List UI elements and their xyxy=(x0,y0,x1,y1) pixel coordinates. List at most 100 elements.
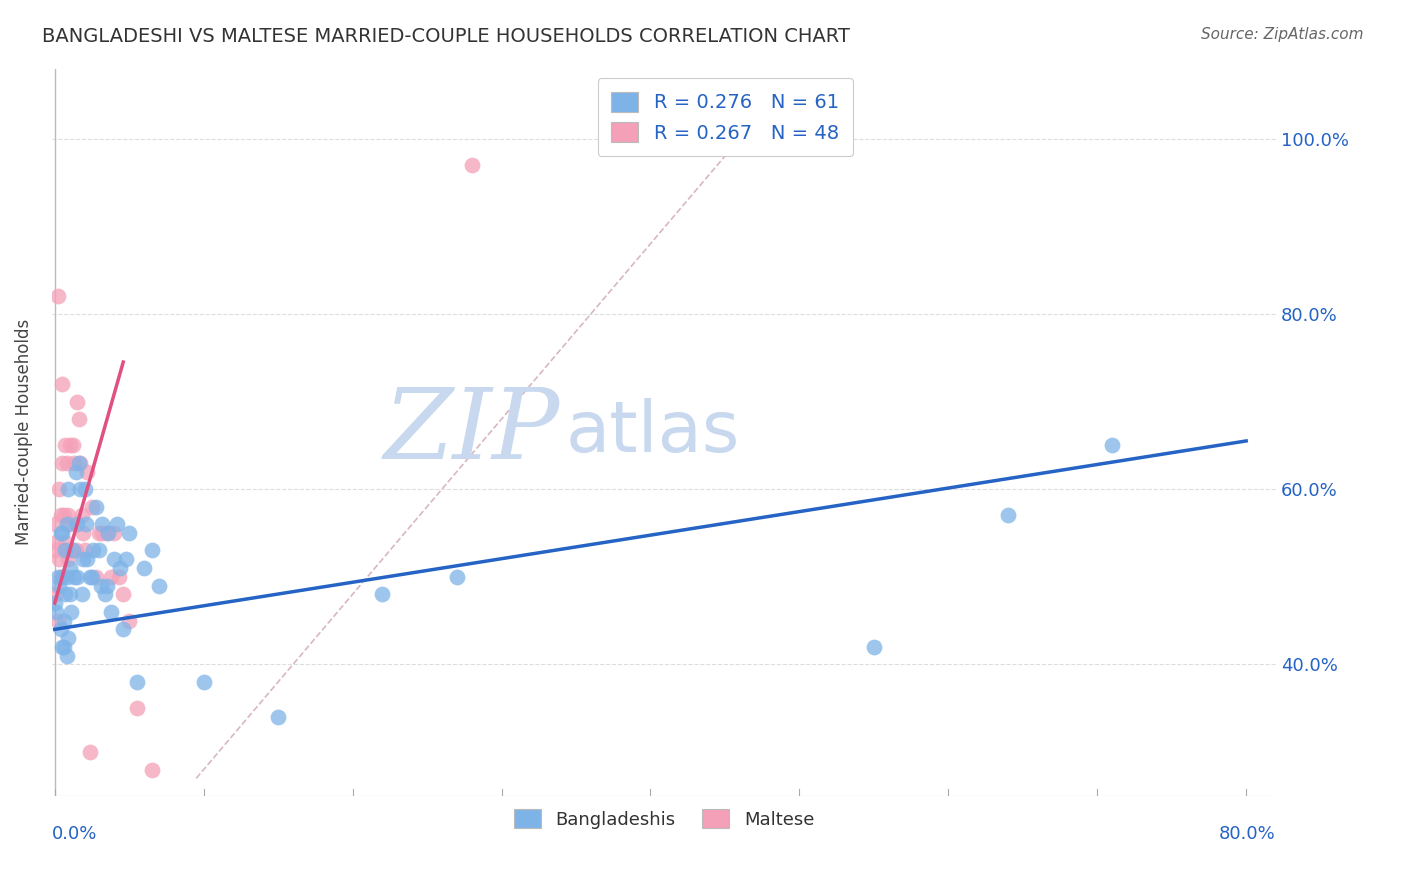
Point xyxy=(59,587,82,601)
Point xyxy=(49,525,72,540)
Text: 0.0%: 0.0% xyxy=(52,825,97,843)
Point xyxy=(56,508,79,523)
Point xyxy=(96,578,118,592)
Point xyxy=(100,605,122,619)
Point xyxy=(55,648,77,663)
Point xyxy=(52,640,75,654)
Point xyxy=(60,605,83,619)
Point xyxy=(73,543,96,558)
Point xyxy=(89,525,111,540)
Point xyxy=(267,710,290,724)
Point xyxy=(100,570,122,584)
Point xyxy=(49,623,72,637)
Point xyxy=(60,543,83,558)
Point xyxy=(51,456,73,470)
Point xyxy=(371,587,394,601)
Point xyxy=(53,438,76,452)
Point xyxy=(110,561,132,575)
Point xyxy=(45,605,67,619)
Point xyxy=(94,587,117,601)
Point xyxy=(89,543,111,558)
Legend: Bangladeshis, Maltese: Bangladeshis, Maltese xyxy=(505,800,823,838)
Point xyxy=(53,534,76,549)
Point xyxy=(76,552,98,566)
Point xyxy=(46,614,69,628)
Point xyxy=(52,543,75,558)
Point xyxy=(51,640,73,654)
Point xyxy=(91,517,114,532)
Point xyxy=(66,517,89,532)
Point xyxy=(76,465,98,479)
Point xyxy=(62,438,84,452)
Point xyxy=(72,552,94,566)
Point xyxy=(46,289,69,303)
Point xyxy=(51,376,73,391)
Text: Source: ZipAtlas.com: Source: ZipAtlas.com xyxy=(1201,27,1364,42)
Point xyxy=(79,745,101,759)
Point xyxy=(48,552,70,566)
Point xyxy=(67,456,90,470)
Point xyxy=(73,482,96,496)
Point xyxy=(112,623,135,637)
Point xyxy=(46,570,69,584)
Point xyxy=(80,570,103,584)
Point xyxy=(125,674,148,689)
Point xyxy=(132,561,155,575)
Point xyxy=(103,552,125,566)
Point xyxy=(141,763,163,777)
Point xyxy=(79,570,101,584)
Point xyxy=(53,587,76,601)
Point xyxy=(49,570,72,584)
Point xyxy=(63,456,86,470)
Point xyxy=(141,543,163,558)
Point xyxy=(44,543,66,558)
Point xyxy=(67,412,90,426)
Point xyxy=(52,508,75,523)
Point xyxy=(863,640,886,654)
Text: BANGLADESHI VS MALTESE MARRIED-COUPLE HOUSEHOLDS CORRELATION CHART: BANGLADESHI VS MALTESE MARRIED-COUPLE HO… xyxy=(42,27,851,45)
Point xyxy=(446,570,468,584)
Point xyxy=(97,525,120,540)
Point xyxy=(48,578,70,592)
Point xyxy=(70,587,93,601)
Point xyxy=(66,570,89,584)
Point xyxy=(45,587,67,601)
Y-axis label: Married-couple Households: Married-couple Households xyxy=(15,319,32,545)
Point xyxy=(118,614,141,628)
Point xyxy=(56,552,79,566)
Point xyxy=(44,517,66,532)
Point xyxy=(69,482,91,496)
Point xyxy=(115,552,138,566)
Point xyxy=(49,508,72,523)
Point xyxy=(51,570,73,584)
Point xyxy=(90,578,112,592)
Point xyxy=(65,465,87,479)
Point xyxy=(91,525,114,540)
Point xyxy=(86,500,108,514)
Point xyxy=(82,543,104,558)
Point xyxy=(80,500,103,514)
Point xyxy=(59,517,82,532)
Point xyxy=(118,525,141,540)
Point xyxy=(105,517,128,532)
Point xyxy=(56,482,79,496)
Text: atlas: atlas xyxy=(567,398,741,467)
Point xyxy=(44,596,66,610)
Point xyxy=(53,543,76,558)
Point xyxy=(69,456,91,470)
Point xyxy=(55,570,77,584)
Point xyxy=(70,508,93,523)
Point xyxy=(148,578,170,592)
Point xyxy=(1101,438,1123,452)
Point xyxy=(55,517,77,532)
Text: 80.0%: 80.0% xyxy=(1219,825,1277,843)
Point xyxy=(75,517,97,532)
Point xyxy=(48,482,70,496)
Point xyxy=(86,570,108,584)
Point xyxy=(63,570,86,584)
Point xyxy=(55,456,77,470)
Text: ZIP: ZIP xyxy=(384,384,560,480)
Point xyxy=(56,631,79,645)
Point xyxy=(96,525,118,540)
Point xyxy=(72,525,94,540)
